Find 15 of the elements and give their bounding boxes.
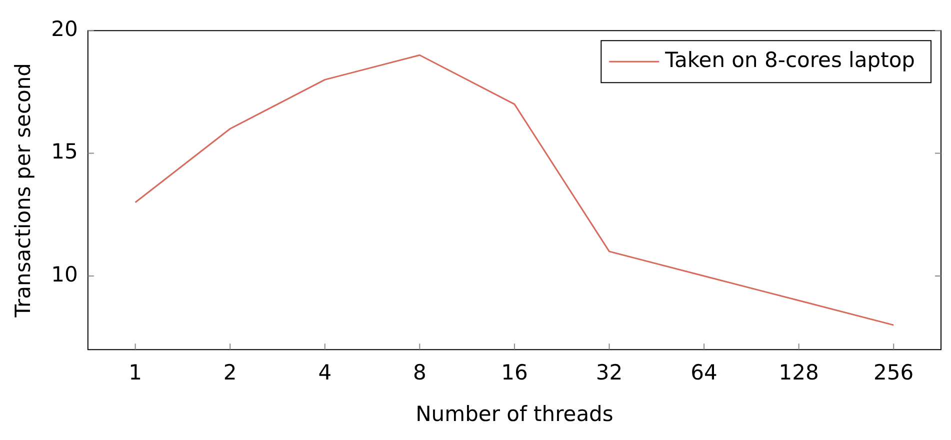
y-axis-title: Transactions per second [11,62,36,318]
legend-label: Taken on 8-cores laptop [664,48,915,72]
y-tick-label: 20 [51,17,78,42]
x-tick-label: 256 [874,360,914,385]
x-tick-label: 2 [223,360,237,385]
x-tick-label: 64 [690,360,718,385]
x-tick-label: 8 [412,360,426,385]
x-tick-label: 32 [596,360,623,385]
x-axis-title: Number of threads [416,402,614,426]
y-tick-label: 10 [51,262,78,286]
y-tick-label: 15 [51,140,78,164]
x-tick-label: 16 [501,360,528,385]
x-tick-label: 1 [128,360,142,385]
x-tick-label: 4 [318,360,332,385]
x-tick-label: 128 [778,360,819,385]
